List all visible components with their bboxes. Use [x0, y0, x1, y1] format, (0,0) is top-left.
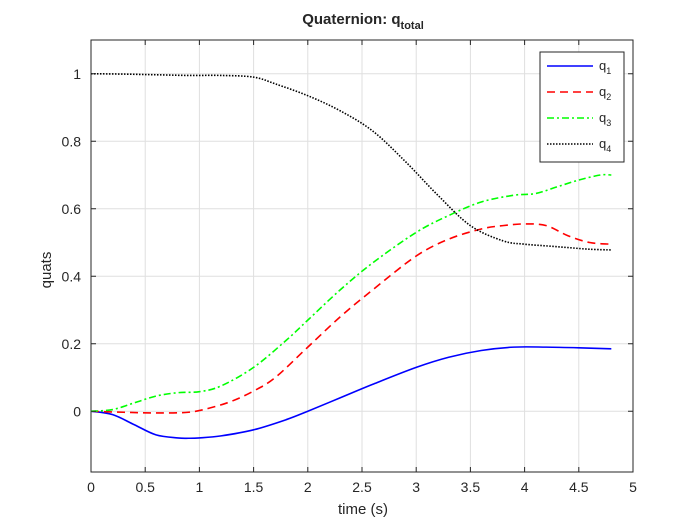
series-layer [90, 72, 612, 440]
x-axis-label: time (s) [338, 501, 388, 518]
x-tick-label: 3.5 [461, 479, 481, 495]
x-tick-label: 1 [196, 479, 204, 495]
legend-box [539, 51, 625, 163]
chart-title-subscript: total [401, 20, 424, 32]
x-tick-label: 5 [629, 479, 637, 495]
legend-label-name: q [599, 136, 606, 151]
x-tick-label: 1.5 [244, 479, 264, 495]
x-tick-label: 0.5 [135, 479, 155, 495]
x-tick-label: 0 [87, 479, 95, 495]
legend-label-name: q [599, 58, 606, 73]
x-tick-label: 2.5 [352, 479, 372, 495]
y-tick-label: 0 [73, 403, 81, 419]
legend-label-subscript: 1 [606, 66, 611, 76]
legend-label-q1: q1 [599, 58, 611, 76]
legend-label-subscript: 2 [606, 92, 611, 102]
series-line-q1 [90, 346, 612, 440]
series-line-q4 [90, 72, 612, 251]
x-tick-label: 4 [521, 479, 529, 495]
y-tick-label: 0.2 [62, 336, 82, 352]
chart-title-main: Quaternion: q [302, 11, 400, 28]
y-tick-label: 0.6 [62, 201, 82, 217]
legend-label-q2: q2 [599, 84, 611, 102]
x-tick-label: 2 [304, 479, 312, 495]
x-tick-label: 3 [412, 479, 420, 495]
legend-label-subscript: 4 [606, 144, 611, 154]
y-tick-label: 0.4 [62, 268, 82, 284]
chart-title: Quaternion: qtotal [302, 11, 424, 32]
series-line-q2 [90, 223, 612, 414]
legend-label-q3: q3 [599, 110, 611, 128]
y-axis-label: quats [38, 252, 55, 289]
x-tick-label: 4.5 [569, 479, 589, 495]
y-tick-label: 0.8 [62, 133, 82, 149]
legend-label-name: q [599, 84, 606, 99]
series-line-q3 [90, 173, 612, 413]
legend-label-name: q [599, 110, 606, 125]
y-tick-label: 1 [73, 66, 81, 82]
tick-layer: 0 0.5 1 1.5 2 2.5 3 3.5 4 4.5 5 0 0.2 0.4 0.6 0.8 1 [62, 40, 637, 495]
legend-label-q4: q4 [599, 136, 611, 154]
legend-label-subscript: 3 [606, 118, 611, 128]
